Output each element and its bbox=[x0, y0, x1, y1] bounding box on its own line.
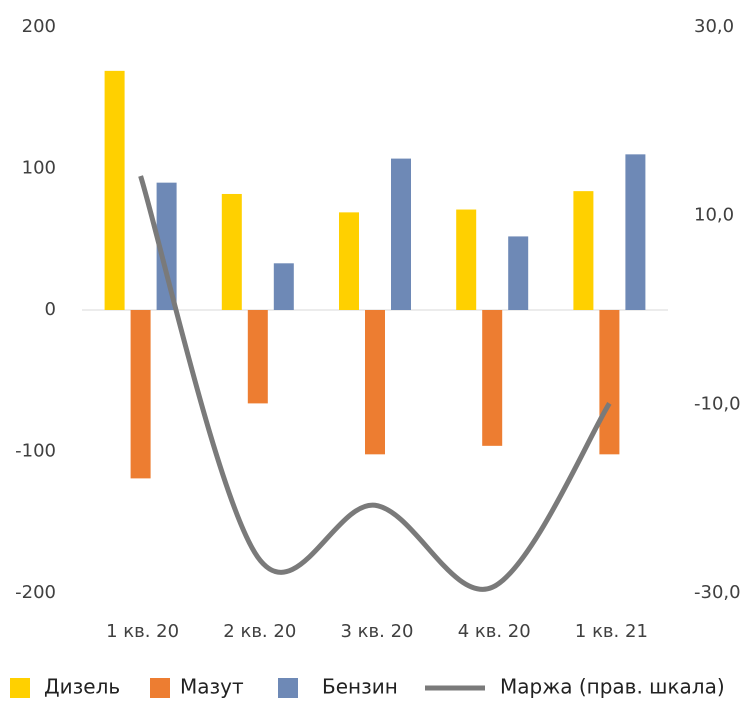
y-tick-label: -100 bbox=[15, 441, 56, 462]
legend-swatch bbox=[10, 678, 30, 698]
y-tick-label: 0 bbox=[45, 299, 56, 320]
y2-tick-label: 10,0 bbox=[694, 205, 734, 226]
bar bbox=[156, 182, 177, 310]
bar bbox=[247, 310, 268, 404]
x-tick-label: 1 кв. 21 bbox=[575, 621, 648, 642]
bar bbox=[221, 193, 242, 310]
bar bbox=[273, 263, 294, 310]
x-tick-label: 4 кв. 20 bbox=[458, 621, 531, 642]
legend-label: Бензин bbox=[322, 675, 398, 699]
bar bbox=[625, 154, 646, 310]
bar bbox=[130, 310, 151, 479]
bar bbox=[104, 70, 125, 311]
y2-tick-label: 30,0 bbox=[694, 16, 734, 37]
legend-swatch bbox=[278, 678, 298, 698]
line-series bbox=[138, 175, 612, 592]
bar bbox=[508, 236, 529, 310]
bar bbox=[482, 310, 503, 446]
x-tick-label: 3 кв. 20 bbox=[340, 621, 413, 642]
bar bbox=[599, 310, 620, 455]
legend-label: Дизель bbox=[44, 675, 120, 699]
y-tick-label: 100 bbox=[22, 158, 56, 179]
bar bbox=[391, 158, 411, 310]
bar bbox=[573, 191, 594, 310]
x-tick-label: 2 кв. 20 bbox=[223, 621, 296, 642]
bar bbox=[365, 310, 385, 455]
x-tick-label: 1 кв. 20 bbox=[106, 621, 179, 642]
y2-tick-label: -30,0 bbox=[694, 582, 741, 603]
legend-label: Мазут bbox=[180, 675, 244, 699]
y2-tick-label: -10,0 bbox=[694, 393, 741, 414]
bar bbox=[456, 209, 477, 310]
bar bbox=[339, 212, 359, 310]
y-tick-label: 200 bbox=[22, 16, 56, 37]
legend-swatch bbox=[150, 678, 170, 698]
legend-label: Маржа (прав. шкала) bbox=[500, 675, 725, 699]
y-tick-label: -200 bbox=[15, 582, 56, 603]
